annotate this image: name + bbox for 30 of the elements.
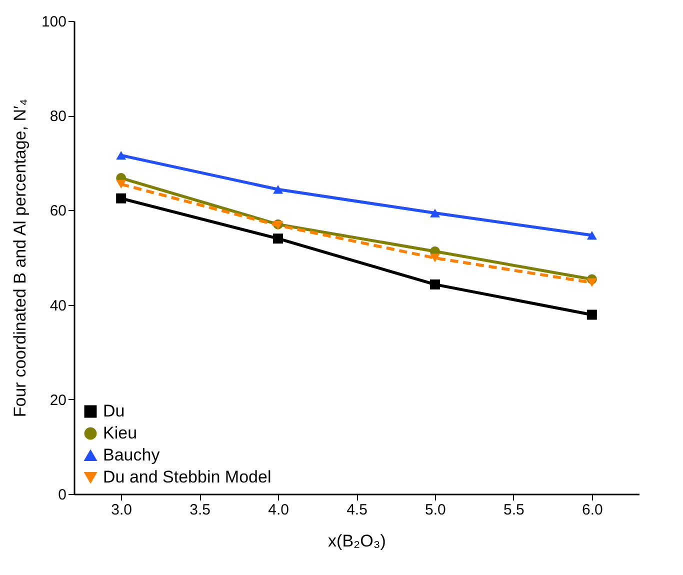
point (116, 193, 126, 204)
point (116, 180, 126, 189)
x-tick-label: 3.0 (111, 502, 132, 518)
y-tick-label: 60 (50, 202, 66, 220)
y-tick-label: 20 (50, 392, 66, 409)
point (586, 278, 597, 287)
point (116, 151, 126, 160)
legend-label: Du (103, 402, 125, 420)
y-axis-title: Four coordinated B and Al percentage, N′₄ (10, 98, 30, 418)
x-tick-label: 5.5 (504, 502, 524, 518)
x-tick-label: 5.0 (425, 502, 446, 518)
legend-label: Du and Stebbin Model (103, 468, 272, 486)
point (586, 230, 597, 240)
legend-label: Kieu (103, 424, 138, 442)
point (430, 254, 440, 262)
y-tick-label: 100 (41, 14, 66, 30)
point (586, 310, 597, 320)
y-tick-label: 0 (58, 486, 66, 504)
x-axis-title: x(B₂O₃) (328, 532, 386, 550)
x-tick-label: 6.0 (582, 502, 603, 518)
x-tick-label: 4.0 (268, 502, 289, 518)
y-tick-label: 80 (50, 108, 66, 126)
point (430, 279, 440, 290)
legend-label: Bauchy (103, 446, 160, 464)
y-tick-label: 40 (50, 297, 66, 314)
point (430, 208, 440, 218)
point (273, 234, 284, 244)
x-tick-label: 4.5 (346, 502, 368, 518)
point (273, 185, 284, 194)
x-tick-label: 3.5 (190, 502, 210, 518)
